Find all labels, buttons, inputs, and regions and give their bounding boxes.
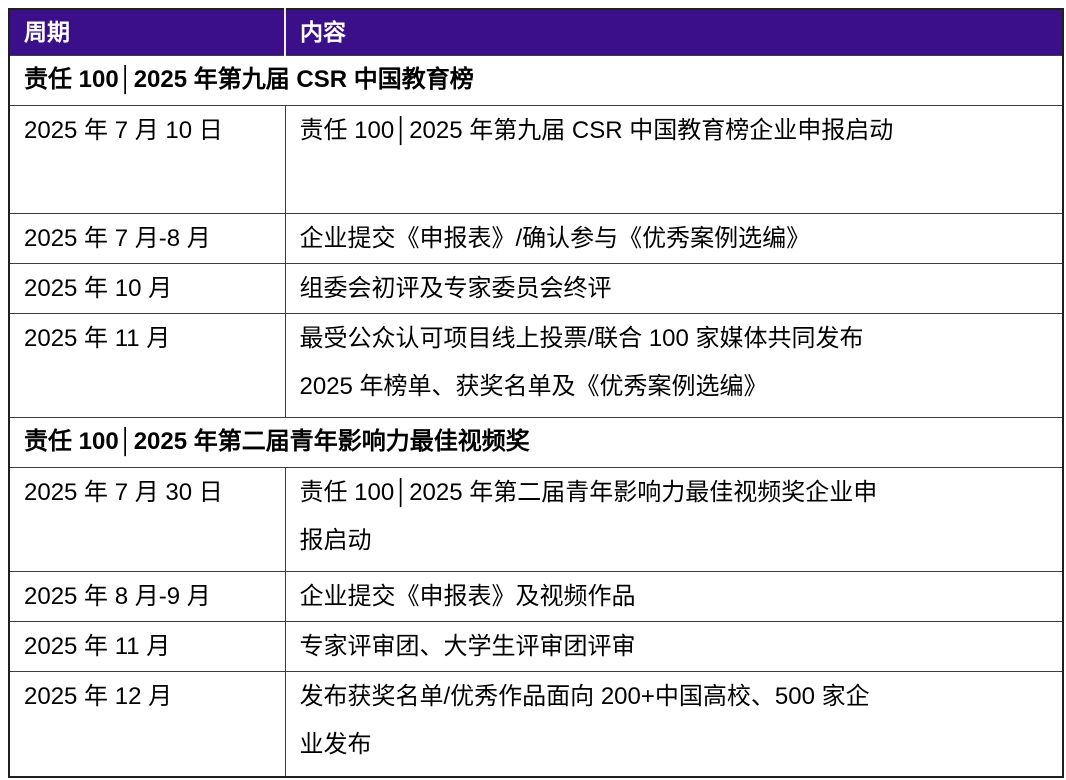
table-header-row: 周期 内容	[8, 8, 1064, 56]
content-cell: 责任 100│2025 年第九届 CSR 中国教育榜企业申报启动	[284, 104, 1064, 214]
content-cell: 组委会初评及专家委员会终评	[284, 262, 1064, 314]
table-row: 2025 年 12 月 发布获奖名单/优秀作品面向 200+中国高校、500 家…	[8, 670, 1064, 778]
period-cell: 2025 年 7 月 10 日	[8, 104, 286, 214]
content-cell: 企业提交《申报表》/确认参与《优秀案例选编》	[284, 212, 1064, 264]
table-row: 2025 年 11 月 最受公众认可项目线上投票/联合 100 家媒体共同发布 …	[8, 312, 1064, 418]
column-header-period: 周期	[8, 8, 286, 56]
section-title: 责任 100│2025 年第九届 CSR 中国教育榜	[8, 54, 1064, 106]
table-row: 2025 年 8 月-9 月 企业提交《申报表》及视频作品	[8, 570, 1064, 622]
content-cell: 责任 100│2025 年第二届青年影响力最佳视频奖企业申 报启动	[284, 466, 1064, 572]
table-row: 2025 年 7 月 10 日 责任 100│2025 年第九届 CSR 中国教…	[8, 104, 1064, 214]
period-cell: 2025 年 7 月-8 月	[8, 212, 286, 264]
period-cell: 2025 年 8 月-9 月	[8, 570, 286, 622]
period-cell: 2025 年 10 月	[8, 262, 286, 314]
table-row: 2025 年 10 月 组委会初评及专家委员会终评	[8, 262, 1064, 314]
schedule-table: 周期 内容 责任 100│2025 年第九届 CSR 中国教育榜 2025 年 …	[8, 8, 1064, 778]
content-cell: 最受公众认可项目线上投票/联合 100 家媒体共同发布 2025 年榜单、获奖名…	[284, 312, 1064, 418]
content-cell: 企业提交《申报表》及视频作品	[284, 570, 1064, 622]
section-header-row: 责任 100│2025 年第九届 CSR 中国教育榜	[8, 54, 1064, 106]
section-header-row: 责任 100│2025 年第二届青年影响力最佳视频奖	[8, 416, 1064, 468]
table-row: 2025 年 7 月-8 月 企业提交《申报表》/确认参与《优秀案例选编》	[8, 212, 1064, 264]
period-cell: 2025 年 11 月	[8, 620, 286, 672]
table-row: 2025 年 11 月 专家评审团、大学生评审团评审	[8, 620, 1064, 672]
period-cell: 2025 年 7 月 30 日	[8, 466, 286, 572]
period-cell: 2025 年 11 月	[8, 312, 286, 418]
content-cell: 发布获奖名单/优秀作品面向 200+中国高校、500 家企 业发布	[284, 670, 1064, 778]
column-header-content: 内容	[284, 8, 1064, 56]
table-row: 2025 年 7 月 30 日 责任 100│2025 年第二届青年影响力最佳视…	[8, 466, 1064, 572]
section-title: 责任 100│2025 年第二届青年影响力最佳视频奖	[8, 416, 1064, 468]
period-cell: 2025 年 12 月	[8, 670, 286, 778]
content-cell: 专家评审团、大学生评审团评审	[284, 620, 1064, 672]
